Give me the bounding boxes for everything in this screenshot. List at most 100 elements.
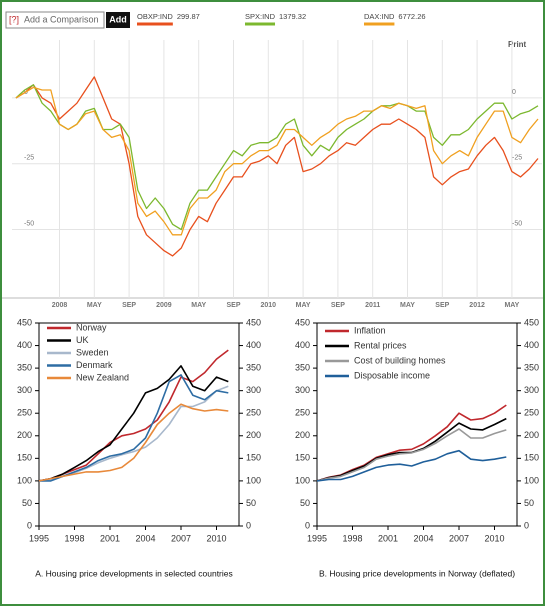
legend-label: Norway: [76, 322, 107, 332]
plot-frame: [38, 322, 240, 527]
y-tick-label: 0: [27, 520, 32, 530]
x-tick-label: 2012: [469, 302, 485, 309]
plot-frame: [316, 322, 518, 527]
y-tick-label-right: 50: [246, 498, 256, 508]
y-tick-label: 400: [295, 340, 310, 350]
legend-value: 1379.32: [279, 12, 306, 21]
legend-label: New Zealand: [76, 372, 129, 382]
y-tick-label: -25: [24, 155, 34, 162]
y-tick-label-right: 300: [246, 385, 261, 395]
y-tick-label-right: 150: [524, 453, 539, 463]
series-line: [38, 365, 229, 482]
x-tick-label: 1995: [307, 533, 327, 543]
series-line: [38, 403, 229, 482]
y-tick-label: -50: [24, 220, 34, 227]
y-tick-label-right: 400: [524, 340, 539, 350]
series-line: [15, 86, 539, 236]
y-tick-label-right: 250: [246, 408, 261, 418]
x-tick-label: 2007: [449, 533, 469, 543]
y-tick-label: 100: [295, 475, 310, 485]
x-tick-label: 1998: [342, 533, 362, 543]
legend-value: 299.87: [177, 12, 200, 21]
x-tick-label: 2001: [100, 533, 120, 543]
series-line: [38, 349, 229, 482]
input-placeholder: Add a Comparison: [24, 14, 99, 24]
x-tick-label: 2007: [171, 533, 191, 543]
y-tick-label: 400: [17, 340, 32, 350]
legend-label: Rental prices: [354, 340, 407, 350]
y-tick-label: 200: [295, 430, 310, 440]
y-tick-label-right: 200: [524, 430, 539, 440]
caption: B. Housing price developments in Norway …: [319, 568, 515, 578]
y-tick-label-right: 300: [524, 385, 539, 395]
help-link[interactable]: [?]: [9, 14, 19, 24]
legend-label: Denmark: [76, 360, 113, 370]
legend-label: Disposable income: [354, 370, 430, 380]
y-tick-label: 150: [17, 453, 32, 463]
legend-value: 6772.26: [398, 12, 425, 21]
y-tick-label: 300: [17, 385, 32, 395]
y-tick-label: 450: [295, 317, 310, 327]
x-tick-label: 2008: [52, 302, 68, 309]
legend-label: SPX:IND: [245, 12, 276, 21]
y-tick-label-right: 150: [246, 453, 261, 463]
legend-label: Sweden: [76, 347, 109, 357]
y-tick-label-right: 0: [524, 520, 529, 530]
y-tick-label: 250: [295, 408, 310, 418]
add-button-label[interactable]: Add: [109, 14, 127, 24]
y-tick-label: 250: [17, 408, 32, 418]
y-tick-label-right: 200: [246, 430, 261, 440]
y-tick-label: 150: [295, 453, 310, 463]
y-tick-label-right: 100: [524, 475, 539, 485]
legend-label: UK: [76, 335, 89, 345]
y-tick-label: 350: [17, 362, 32, 372]
y-tick-label-right: 50: [524, 498, 534, 508]
x-tick-label: SEP: [226, 302, 240, 309]
x-tick-label: SEP: [122, 302, 136, 309]
y-tick-label: 100: [17, 475, 32, 485]
y-tick-label-right: 400: [246, 340, 261, 350]
legend-label: OBXP:IND: [137, 12, 173, 21]
x-tick-label: 2009: [156, 302, 172, 309]
y-tick-label-right: 450: [524, 317, 539, 327]
y-tick-label-right: 350: [246, 362, 261, 372]
print-link[interactable]: Print: [508, 40, 527, 49]
y-tick-label: 0: [305, 520, 310, 530]
y-tick-label: 50: [300, 498, 310, 508]
y-tick-label-right: 100: [246, 475, 261, 485]
series-line: [316, 428, 507, 482]
caption: A. Housing price developments in selecte…: [35, 568, 233, 578]
x-tick-label: MAY: [504, 302, 519, 309]
y-tick-label: 50: [22, 498, 32, 508]
y-tick-label: 200: [17, 430, 32, 440]
legend-label: DAX:IND: [364, 12, 395, 21]
x-tick-label: SEP: [331, 302, 345, 309]
y-tick-label-right: 450: [246, 317, 261, 327]
x-tick-label: 2011: [365, 302, 380, 309]
x-tick-label: SEP: [435, 302, 449, 309]
series-line: [39, 374, 229, 482]
comparison-input[interactable]: [5, 11, 105, 29]
x-tick-label: 2004: [413, 533, 433, 543]
series-line: [15, 76, 539, 257]
series-line: [316, 404, 507, 482]
y-tick-label-right: 0: [512, 89, 516, 96]
y-tick-label-right: 0: [246, 520, 251, 530]
x-tick-label: MAY: [400, 302, 415, 309]
x-tick-label: 2004: [135, 533, 155, 543]
x-tick-label: MAY: [87, 302, 102, 309]
x-tick-label: 1995: [29, 533, 49, 543]
x-tick-label: 2010: [261, 302, 277, 309]
x-tick-label: 2001: [378, 533, 398, 543]
y-tick-label-right: 250: [524, 408, 539, 418]
x-tick-label: 1998: [64, 533, 84, 543]
y-tick-label-right: -50: [512, 220, 522, 227]
y-tick-label: 300: [295, 385, 310, 395]
x-tick-label: MAY: [191, 302, 206, 309]
series-line: [316, 449, 507, 482]
legend-label: Inflation: [354, 325, 386, 335]
add-button[interactable]: [106, 12, 130, 28]
x-tick-label: MAY: [296, 302, 311, 309]
